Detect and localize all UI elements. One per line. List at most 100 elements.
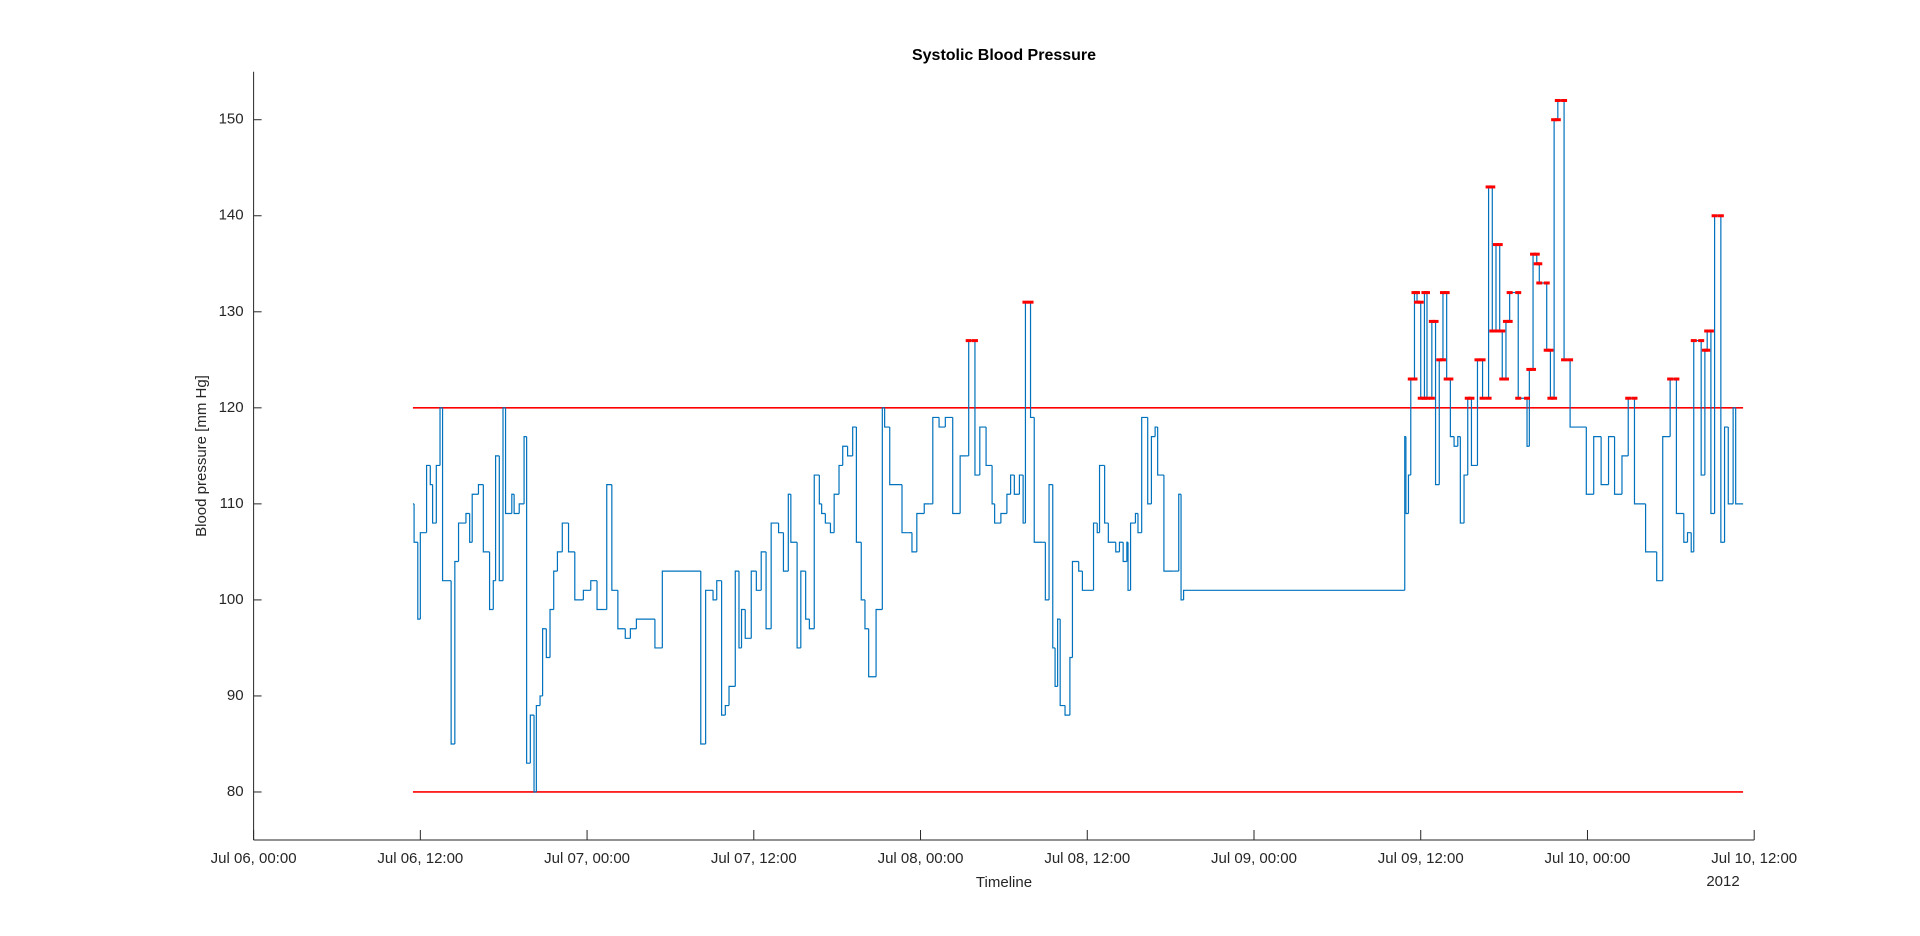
line-step	[833, 493, 840, 533]
x-tick-label: Jul 07, 12:00	[711, 850, 797, 867]
x-axis-year-label: 2012	[1706, 873, 1739, 890]
line-step	[1078, 561, 1083, 572]
line-step	[469, 513, 473, 543]
line-step	[511, 493, 515, 514]
line-step	[1662, 436, 1671, 581]
line-step	[860, 542, 865, 601]
line-step	[1010, 474, 1015, 495]
line-step	[1621, 455, 1629, 495]
line-step	[716, 580, 722, 600]
line-step	[1457, 436, 1461, 447]
line-step	[916, 512, 925, 552]
line-step	[1407, 474, 1411, 514]
line-step	[1141, 416, 1148, 533]
line-step	[502, 407, 506, 581]
line-step	[765, 551, 772, 630]
y-tick-label: 100	[219, 591, 244, 608]
line-step	[561, 522, 569, 552]
x-tick-label: Jul 08, 12:00	[1044, 850, 1130, 867]
line-step	[450, 580, 455, 745]
line-step	[1069, 656, 1073, 716]
x-tick-label: Jul 09, 00:00	[1211, 850, 1297, 867]
line-step	[1675, 379, 1684, 515]
line-step	[1129, 522, 1136, 591]
line-step	[1180, 494, 1184, 601]
y-tick-label: 120	[219, 399, 244, 416]
line-step	[705, 589, 714, 744]
line-step	[654, 619, 663, 649]
y-tick-label: 90	[227, 687, 244, 704]
line-step	[755, 571, 762, 591]
line-step	[1137, 513, 1142, 534]
line-step	[1057, 618, 1061, 687]
line-step	[526, 436, 531, 764]
x-tick-label: Jul 07, 00:00	[544, 850, 630, 867]
line-step	[724, 704, 730, 716]
line-step	[617, 590, 626, 630]
line-step	[1434, 321, 1440, 486]
line-step	[457, 522, 466, 562]
line-step	[1059, 619, 1066, 707]
line-step	[1183, 589, 1405, 600]
line-step	[728, 685, 736, 706]
line-step	[1122, 542, 1127, 563]
line-step	[582, 589, 591, 600]
line-step	[533, 715, 537, 793]
x-tick-label: Jul 08, 00:00	[878, 850, 964, 867]
line-step	[1029, 302, 1035, 419]
line-step	[413, 503, 418, 543]
line-step	[539, 695, 543, 706]
line-step	[417, 542, 421, 620]
line-step	[923, 503, 930, 514]
line-step	[1710, 331, 1715, 515]
line-step	[944, 416, 953, 428]
line-step	[829, 523, 835, 534]
line-step	[821, 503, 826, 515]
line-step	[1593, 436, 1602, 495]
y-tick-label: 110	[220, 495, 244, 512]
line-step	[635, 618, 655, 629]
line-step	[1732, 407, 1736, 504]
line-step	[1150, 436, 1156, 504]
line-step	[901, 484, 909, 534]
line-step	[994, 503, 1001, 524]
line-step	[574, 551, 584, 601]
line-step	[419, 532, 427, 620]
line-step	[1449, 379, 1455, 438]
line-step	[542, 628, 547, 696]
line-step	[734, 570, 739, 687]
line-step	[567, 523, 575, 553]
line-step	[1006, 493, 1011, 514]
line-step	[1720, 215, 1725, 543]
line-step	[721, 580, 726, 716]
y-tick-label: 140	[219, 207, 244, 224]
line-step	[1154, 426, 1158, 437]
line-step	[787, 493, 791, 572]
line-step	[1405, 436, 1409, 515]
line-step	[596, 580, 605, 611]
line-step	[624, 628, 631, 639]
line-step	[760, 551, 767, 591]
line-step	[1607, 436, 1615, 485]
line-step	[1127, 542, 1131, 591]
line-step	[1683, 513, 1688, 543]
line-step	[606, 484, 612, 610]
line-step	[813, 474, 820, 629]
y-tick-label: 150	[219, 111, 244, 128]
line-step	[738, 571, 742, 649]
line-step	[1163, 475, 1174, 572]
line-step	[556, 551, 563, 572]
line-step	[494, 455, 500, 581]
line-step	[1569, 359, 1587, 428]
line-step	[471, 493, 479, 543]
line-step	[1064, 705, 1070, 716]
line-step	[1044, 542, 1050, 601]
line-step	[974, 340, 980, 476]
line-step	[979, 426, 987, 476]
line-step	[1613, 436, 1622, 495]
line-step	[744, 609, 752, 639]
line-step	[1071, 560, 1079, 658]
line-step	[454, 560, 459, 744]
line-step	[855, 427, 862, 543]
